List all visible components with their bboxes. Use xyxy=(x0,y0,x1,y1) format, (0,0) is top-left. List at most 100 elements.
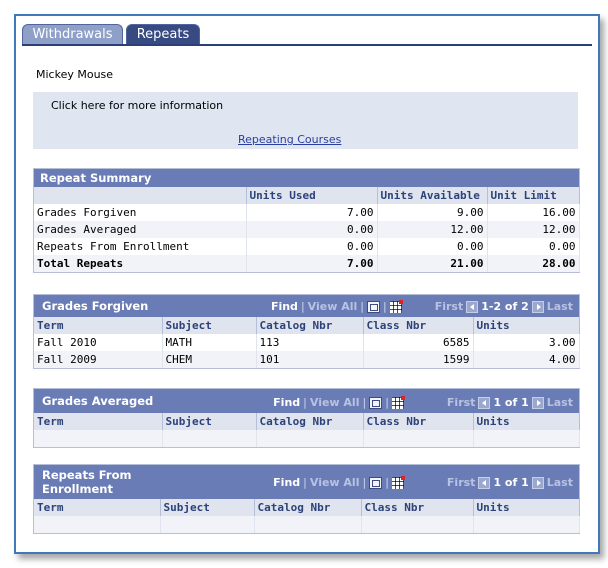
find-link[interactable]: Find xyxy=(273,476,301,489)
row-label: Repeats From Enrollment xyxy=(34,238,247,255)
grades-forgiven-grid: Grades Forgiven Find | View All | | Firs… xyxy=(33,294,580,369)
col-header-subject: Subject xyxy=(162,413,257,430)
view-all-link[interactable]: View All xyxy=(307,300,358,313)
empty-cell xyxy=(34,516,161,533)
previous-arrow-icon[interactable] xyxy=(478,396,491,409)
grades-forgiven-title: Grades Forgiven xyxy=(42,299,149,313)
units-available: 12.00 xyxy=(377,221,488,238)
col-header-units: Units xyxy=(473,317,580,334)
page-frame: Withdrawals Repeats Mickey Mouse Click h… xyxy=(14,14,600,554)
zoom-icon[interactable] xyxy=(366,300,380,313)
separator: | xyxy=(362,396,367,409)
grades-averaged-grid: Grades Averaged Find | View All | | Firs… xyxy=(33,388,580,448)
download-grid-icon[interactable] xyxy=(391,395,405,409)
units-cell: 3.00 xyxy=(473,334,580,351)
unit-limit: 12.00 xyxy=(487,221,580,238)
row-label: Grades Averaged xyxy=(34,221,247,238)
unit-limit: 0.00 xyxy=(487,238,580,255)
col-header-units: Units xyxy=(473,413,580,430)
term-cell: Fall 2010 xyxy=(34,334,163,351)
separator: | xyxy=(385,476,389,489)
title-line-1: Repeats From xyxy=(42,468,132,482)
col-header-units-used: Units Used xyxy=(246,187,378,204)
next-arrow-icon[interactable] xyxy=(531,396,544,409)
download-grid-icon[interactable] xyxy=(391,475,405,489)
units-used: 0.00 xyxy=(246,238,378,255)
first-label: First xyxy=(446,476,476,489)
separator: | xyxy=(360,300,364,313)
table-row-total: Total Repeats 7.00 21.00 28.00 xyxy=(34,255,580,272)
units-available: 9.00 xyxy=(377,204,488,221)
find-link[interactable]: Find xyxy=(270,300,298,313)
info-box: Click here for more information Repeatin… xyxy=(33,92,578,149)
next-arrow-icon[interactable] xyxy=(531,476,544,489)
col-header-subject: Subject xyxy=(162,317,257,334)
col-header-class-nbr: Class Nbr xyxy=(363,413,474,430)
table-row: Fall 2009 CHEM 101 1599 4.00 xyxy=(34,351,580,368)
col-header-catalog-nbr: Catalog Nbr xyxy=(254,499,362,516)
repeat-summary-header: Repeat Summary xyxy=(34,169,579,187)
row-label: Grades Forgiven xyxy=(34,204,247,221)
catalog-cell: 113 xyxy=(256,334,364,351)
class-nbr-cell: 1599 xyxy=(363,351,474,368)
next-arrow-icon[interactable] xyxy=(531,300,544,313)
empty-cell xyxy=(160,516,255,533)
zoom-icon[interactable] xyxy=(369,396,383,409)
col-header-term: Term xyxy=(34,413,163,430)
repeats-from-enrollment-table: Term Subject Catalog Nbr Class Nbr Units xyxy=(34,499,580,533)
units-available: 21.00 xyxy=(377,255,488,272)
separator: | xyxy=(382,300,387,313)
units-available: 0.00 xyxy=(377,238,488,255)
zoom-icon[interactable] xyxy=(369,476,383,489)
repeating-courses-link[interactable]: Repeating Courses xyxy=(238,133,342,146)
subject-cell: CHEM xyxy=(162,351,257,368)
separator: | xyxy=(303,476,307,489)
subject-cell: MATH xyxy=(162,334,257,351)
catalog-cell: 101 xyxy=(256,351,364,368)
empty-cell xyxy=(473,430,580,447)
empty-cell xyxy=(256,430,364,447)
unit-limit: 16.00 xyxy=(487,204,580,221)
view-all-link[interactable]: View All xyxy=(309,396,360,409)
tab-withdrawals[interactable]: Withdrawals xyxy=(22,24,123,44)
separator: | xyxy=(300,300,305,313)
grades-averaged-table: Term Subject Catalog Nbr Class Nbr Units xyxy=(34,413,580,447)
col-header-blank xyxy=(34,187,247,204)
empty-cell xyxy=(254,516,362,533)
grid-nav: Find | View All | | First 1 of 1 Last xyxy=(273,475,573,489)
find-link[interactable]: Find xyxy=(273,396,301,409)
repeats-from-enrollment-header: Repeats From Enrollment Find | View All … xyxy=(34,465,579,499)
col-header-catalog-nbr: Catalog Nbr xyxy=(256,317,364,334)
col-header-catalog-nbr: Catalog Nbr xyxy=(256,413,364,430)
grades-averaged-header: Grades Averaged Find | View All | | Firs… xyxy=(34,389,579,413)
empty-cell xyxy=(361,516,474,533)
separator: | xyxy=(362,476,367,489)
download-grid-icon[interactable] xyxy=(389,299,403,313)
repeat-summary-grid: Repeat Summary Units Used Units Availabl… xyxy=(33,168,580,273)
tab-repeats[interactable]: Repeats xyxy=(126,24,200,44)
empty-cell xyxy=(473,516,580,533)
last-label: Last xyxy=(546,396,573,409)
units-used: 7.00 xyxy=(246,204,378,221)
previous-arrow-icon[interactable] xyxy=(478,476,491,489)
empty-row xyxy=(34,516,580,533)
view-all-link[interactable]: View All xyxy=(309,476,360,489)
student-name: Mickey Mouse xyxy=(36,68,114,81)
grades-forgiven-table: Term Subject Catalog Nbr Class Nbr Units… xyxy=(34,317,580,368)
row-range: 1 of 1 xyxy=(493,476,529,489)
units-cell: 4.00 xyxy=(473,351,580,368)
empty-cell xyxy=(34,430,163,447)
grades-averaged-title: Grades Averaged xyxy=(42,394,154,408)
info-text: Click here for more information xyxy=(51,99,224,112)
empty-row xyxy=(34,430,580,447)
unit-limit: 28.00 xyxy=(487,255,580,272)
table-row: Grades Averaged 0.00 12.00 12.00 xyxy=(34,221,580,238)
first-label: First xyxy=(446,396,476,409)
col-header-term: Term xyxy=(34,317,163,334)
first-label: First xyxy=(434,300,464,313)
table-row: Fall 2010 MATH 113 6585 3.00 xyxy=(34,334,580,351)
col-header-units-available: Units Available xyxy=(377,187,488,204)
previous-arrow-icon[interactable] xyxy=(466,300,479,313)
units-used: 0.00 xyxy=(246,221,378,238)
table-row: Repeats From Enrollment 0.00 0.00 0.00 xyxy=(34,238,580,255)
